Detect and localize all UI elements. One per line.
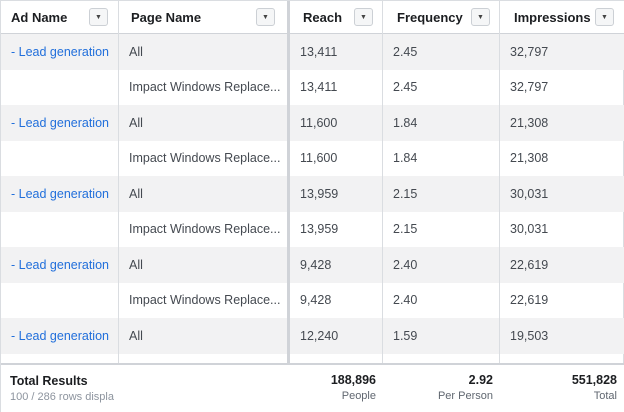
ad-name-cell[interactable]: - Lead generation bbox=[1, 176, 118, 212]
page-name-cell: All bbox=[119, 105, 287, 141]
reach-cell: 9,428 bbox=[300, 293, 332, 308]
reach-column-menu-button[interactable]: ▼ bbox=[354, 8, 373, 26]
impressions-cell: 30,031 bbox=[500, 176, 624, 212]
ad-name-cell bbox=[1, 141, 118, 177]
column-label: Ad Name bbox=[11, 9, 68, 25]
caret-down-icon: ▼ bbox=[95, 13, 102, 21]
table-row-partial bbox=[1, 354, 624, 364]
table-row[interactable]: Impact Windows Replace... 13,959 2.15 30… bbox=[1, 212, 624, 248]
page-name-cell: Impact Windows Replace... bbox=[129, 293, 281, 308]
table-row[interactable]: - Lead generation All 12,240 1.59 19,503 bbox=[1, 318, 624, 354]
reach-cell: 13,959 bbox=[300, 222, 339, 237]
reach-cell: 11,600 bbox=[290, 105, 382, 141]
ad-name-cell bbox=[1, 70, 118, 106]
impressions-cell: 21,308 bbox=[510, 151, 549, 166]
table-row[interactable]: - Lead generation All 9,428 2.40 22,619 bbox=[1, 247, 624, 283]
table-row[interactable]: Impact Windows Replace... 11,600 1.84 21… bbox=[1, 141, 624, 177]
page-name-cell: All bbox=[119, 318, 287, 354]
page-name-cell: Impact Windows Replace... bbox=[129, 80, 281, 95]
frequency-cell: 2.40 bbox=[383, 247, 499, 283]
impressions-cell: 30,031 bbox=[510, 222, 549, 237]
table-row[interactable]: - Lead generation All 13,959 2.15 30,031 bbox=[1, 176, 624, 212]
impressions-cell: 32,797 bbox=[500, 34, 624, 70]
frequency-cell: 1.59 bbox=[383, 318, 499, 354]
rows-displayed-text: 100 / 286 rows displa bbox=[10, 391, 114, 403]
table-header: Ad Name ▼ Page Name ▼ Reach ▼ Frequency … bbox=[1, 1, 624, 34]
column-header-frequency[interactable]: Frequency bbox=[391, 1, 491, 33]
caret-down-icon: ▼ bbox=[360, 13, 367, 21]
reach-cell: 13,411 bbox=[300, 80, 338, 95]
impressions-column-menu-button[interactable]: ▼ bbox=[595, 8, 614, 26]
ad-name-cell[interactable]: - Lead generation bbox=[1, 318, 118, 354]
impressions-cell: 22,619 bbox=[510, 293, 549, 308]
reach-total: 188,896 bbox=[330, 373, 376, 387]
reach-cell: 9,428 bbox=[290, 247, 382, 283]
reach-cell: 13,959 bbox=[290, 176, 382, 212]
caret-down-icon: ▼ bbox=[477, 13, 484, 21]
table-row[interactable]: - Lead generation All 11,600 1.84 21,308 bbox=[1, 105, 624, 141]
ad-name-link[interactable]: - Lead generation bbox=[11, 257, 109, 272]
reach-cell: 12,240 bbox=[290, 318, 382, 354]
ad-name-cell bbox=[1, 212, 118, 248]
frequency-cell: 1.84 bbox=[393, 151, 418, 166]
column-header-ad-name[interactable]: Ad Name bbox=[5, 1, 111, 33]
impressions-cell: 21,308 bbox=[500, 105, 624, 141]
caret-down-icon: ▼ bbox=[601, 13, 608, 21]
ad-name-link[interactable]: - Lead generation bbox=[11, 186, 109, 201]
impressions-cell: 32,797 bbox=[510, 80, 549, 95]
ad-name-link[interactable]: - Lead generation bbox=[11, 44, 109, 59]
page-name-cell: Impact Windows Replace... bbox=[129, 151, 281, 166]
ad-name-cell[interactable]: - Lead generation bbox=[1, 247, 118, 283]
ad-name-column-menu-button[interactable]: ▼ bbox=[89, 8, 108, 26]
table-row[interactable]: - Lead generation All 13,411 2.45 32,797 bbox=[1, 34, 624, 70]
frequency-column-menu-button[interactable]: ▼ bbox=[471, 8, 490, 26]
page-name-cell: All bbox=[119, 34, 287, 70]
column-divider bbox=[499, 1, 500, 412]
reach-cell: 11,600 bbox=[300, 151, 338, 166]
table-row[interactable]: Impact Windows Replace... 13,411 2.45 32… bbox=[1, 70, 624, 106]
column-header-reach[interactable]: Reach bbox=[297, 1, 377, 33]
column-divider bbox=[118, 1, 119, 363]
column-label: Impressions bbox=[514, 9, 591, 25]
ad-name-cell[interactable]: - Lead generation bbox=[1, 105, 118, 141]
frequency-cell: 2.40 bbox=[393, 293, 418, 308]
page-name-cell: Impact Windows Replace... bbox=[129, 222, 281, 237]
page-name-column-menu-button[interactable]: ▼ bbox=[256, 8, 275, 26]
column-label: Page Name bbox=[131, 9, 202, 25]
ad-name-link[interactable]: - Lead generation bbox=[11, 115, 109, 130]
frequency-cell: 1.84 bbox=[383, 105, 499, 141]
table-footer-totals: Total Results 100 / 286 rows displa 188,… bbox=[1, 363, 624, 412]
frequency-cell: 2.45 bbox=[393, 80, 418, 95]
column-header-impressions[interactable]: Impressions bbox=[508, 1, 608, 33]
reach-cell: 13,411 bbox=[290, 34, 382, 70]
column-label: Reach bbox=[303, 9, 343, 25]
impressions-cell: 22,619 bbox=[500, 247, 624, 283]
frozen-column-divider[interactable] bbox=[287, 1, 290, 412]
ad-name-cell[interactable]: - Lead generation bbox=[1, 34, 118, 70]
total-results-label: Total Results bbox=[10, 374, 88, 388]
ad-name-cell bbox=[1, 283, 118, 319]
frequency-cell: 2.15 bbox=[393, 222, 418, 237]
impressions-cell: 19,503 bbox=[500, 318, 624, 354]
impressions-total-unit: Total bbox=[593, 390, 617, 402]
frequency-total: 2.92 bbox=[468, 373, 493, 387]
reach-total-unit: People bbox=[341, 390, 376, 402]
frequency-cell: 2.45 bbox=[383, 34, 499, 70]
impressions-total: 551,828 bbox=[571, 373, 617, 387]
frequency-total-unit: Per Person bbox=[437, 390, 493, 402]
page-name-cell: All bbox=[119, 247, 287, 283]
column-header-page-name[interactable]: Page Name bbox=[125, 1, 275, 33]
column-divider bbox=[382, 1, 383, 412]
table-row[interactable]: Impact Windows Replace... 9,428 2.40 22,… bbox=[1, 283, 624, 319]
frequency-cell: 2.15 bbox=[383, 176, 499, 212]
caret-down-icon: ▼ bbox=[262, 13, 269, 21]
page-name-cell: All bbox=[119, 176, 287, 212]
ad-name-link[interactable]: - Lead generation bbox=[11, 328, 109, 343]
column-label: Frequency bbox=[397, 9, 463, 25]
